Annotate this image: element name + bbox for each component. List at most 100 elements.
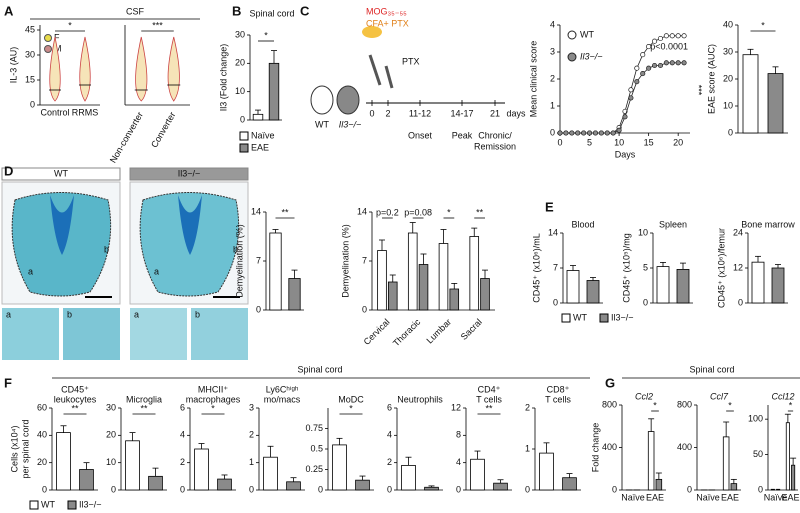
histology: WT Il3−/− a b a b a b a b (1, 167, 249, 360)
phase-label: Remission (474, 141, 516, 151)
point (663, 33, 669, 39)
significance: ** (485, 403, 493, 413)
y-tick-label: 4 (387, 430, 392, 440)
x-axis-label: Days (615, 149, 636, 159)
y-tick-label: 0 (362, 304, 367, 314)
y-tick-label: 0 (180, 484, 185, 494)
chart-title: CD45⁺ (61, 384, 89, 394)
violin (49, 36, 61, 102)
bar (767, 73, 784, 134)
legend-entry: EAE (251, 142, 269, 152)
point (669, 33, 675, 39)
point (681, 33, 687, 39)
y-tick-label: 400 (602, 442, 617, 452)
y-axis-label: IL-3 (AU) (8, 47, 18, 84)
sex-swatch (44, 34, 52, 42)
inset (63, 308, 120, 360)
chart-title: Neutrophils (397, 394, 443, 404)
legend-entry-swatch (239, 131, 249, 141)
chart-title: CD4⁺ (478, 384, 501, 394)
bar (493, 482, 508, 491)
point (557, 130, 563, 136)
bar (770, 488, 775, 491)
y-tick-label: 0 (643, 297, 648, 307)
histology-title: Il3−/− (178, 168, 201, 178)
bar (79, 469, 94, 491)
legend-entry-swatch (561, 313, 571, 323)
region-label: a (154, 266, 159, 276)
x-tick-label: Non-converter (108, 110, 145, 164)
legend-entry: M (54, 43, 62, 53)
y-axis-label: Demyelination (%) (340, 224, 350, 298)
bar (742, 54, 759, 134)
y-tick-label: 0.5 (310, 443, 323, 453)
point (610, 130, 616, 136)
bar (269, 232, 282, 311)
chart-title: Blood (571, 219, 594, 229)
y-tick-label: 0 (387, 484, 392, 494)
y-tick-label: 20 (37, 457, 47, 467)
bar (332, 444, 347, 491)
x-tick-label: Lumbar (424, 317, 453, 346)
y-tick-label: 14 (357, 206, 367, 216)
bar (438, 243, 449, 311)
point (634, 79, 640, 85)
point (628, 95, 634, 101)
point (651, 38, 658, 44)
y-tick-label: 10 (106, 457, 116, 467)
bar (418, 264, 429, 311)
y-axis-label: Fold change (590, 423, 600, 473)
timeline-label: days (506, 108, 526, 118)
y-tick-label: 7 (256, 255, 261, 265)
y-tick-label: 800 (602, 399, 617, 409)
y-tick-label: 20 (723, 73, 733, 83)
y-tick-label: 20 (106, 430, 116, 440)
bar (785, 422, 790, 491)
chart-title: CD8⁺ (547, 384, 570, 394)
region-label: b (233, 244, 238, 254)
y-tick-label: 0 (111, 484, 116, 494)
y-tick-label: 2 (180, 457, 185, 467)
y-tick-label: 0 (249, 484, 254, 494)
x-tick-label: Thoracic (391, 317, 423, 349)
point (563, 130, 569, 136)
legend-marker (567, 52, 577, 62)
point (575, 130, 581, 136)
x-tick-label: 0 (557, 137, 562, 147)
mouse-label: WT (315, 119, 329, 129)
bar (387, 281, 398, 311)
y-tick-label: 0 (318, 484, 323, 494)
chart-title: Bone marrow (741, 219, 795, 229)
region-label: a (6, 309, 11, 319)
violin (135, 36, 148, 102)
phase-label: Chronic/ (478, 130, 512, 140)
y-tick-label: 1 (550, 100, 555, 110)
chart-title: T cells (476, 394, 502, 404)
y-tick-label: 10 (235, 86, 245, 96)
y-tick-label: 3 (550, 46, 555, 56)
bar (470, 458, 485, 491)
bar (566, 270, 580, 304)
y-tick-label: 30 (25, 49, 35, 59)
point (604, 130, 610, 136)
bar (776, 488, 781, 491)
panel-label: A (4, 3, 14, 18)
bar (217, 478, 232, 491)
point (640, 71, 646, 77)
y-tick-label: 800 (677, 399, 692, 409)
x-tick-label: 20 (673, 137, 683, 147)
y-tick-label: 14 (548, 227, 558, 237)
point (622, 114, 628, 120)
significance: ** (281, 207, 289, 217)
y-axis-label: Cells (x10⁴) (9, 426, 19, 473)
bar (286, 481, 301, 491)
chart-title: Ccl2 (635, 391, 653, 401)
point (592, 130, 599, 136)
bar (655, 478, 663, 491)
legend-entry-swatch (29, 500, 39, 510)
chart-title: Microglia (126, 394, 162, 404)
panel-label: B (232, 3, 241, 18)
x-tick-label: 15 (644, 137, 654, 147)
y-tick-label: 20 (235, 58, 245, 68)
legend-entry: Il3−/− (611, 312, 634, 322)
